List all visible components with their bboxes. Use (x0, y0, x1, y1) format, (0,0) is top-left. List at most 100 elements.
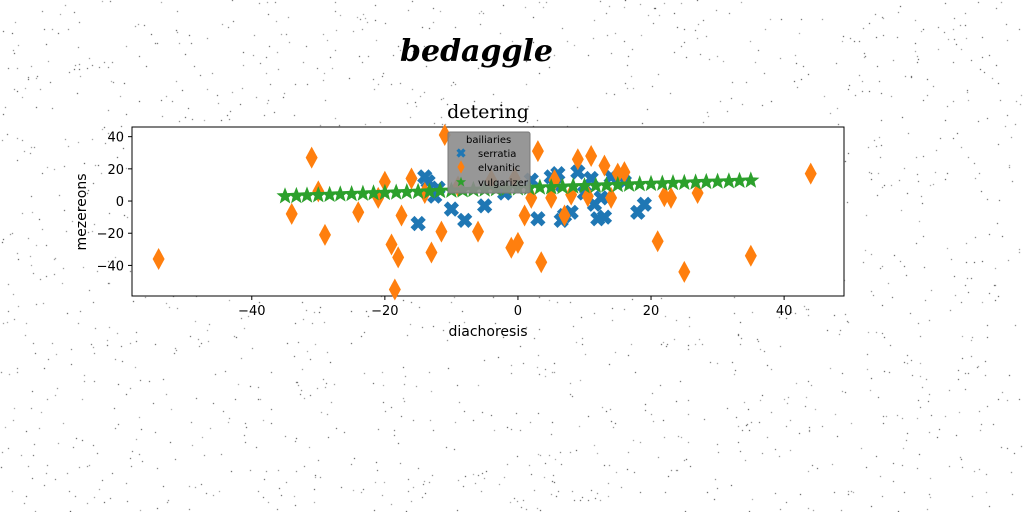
point-elvanitic (535, 251, 548, 274)
legend-box (447, 131, 531, 194)
point-serratia (477, 198, 493, 214)
point-elvanitic (385, 233, 398, 256)
point-vulgarizer (554, 177, 572, 195)
point-vulgarizer (376, 183, 394, 201)
point-elvanitic (425, 241, 438, 264)
y-tick-label: 20 (107, 163, 124, 178)
point-elvanitic (691, 181, 704, 204)
point-elvanitic (571, 148, 584, 171)
point-elvanitic (651, 230, 664, 253)
point-serratia (410, 215, 426, 232)
point-elvanitic (472, 220, 485, 243)
point-elvanitic (152, 247, 165, 270)
point-vulgarizer (664, 174, 682, 191)
point-vulgarizer (287, 186, 305, 204)
point-serratia (596, 209, 613, 225)
point-elvanitic (744, 244, 757, 267)
point-vulgarizer (331, 185, 349, 202)
point-vulgarizer (354, 184, 372, 201)
point-vulgarizer (575, 177, 593, 194)
x-tick-label: −20 (371, 304, 398, 319)
point-serratia (457, 212, 473, 228)
point-vulgarizer (642, 174, 660, 192)
legend-label-vulgarizer: vulgarizer (478, 178, 529, 189)
point-vulgarizer (564, 177, 582, 194)
point-vulgarizer (387, 183, 405, 200)
legend-marker-vulgarizer (455, 176, 467, 187)
legend-marker-serratia (456, 148, 466, 158)
point-elvanitic (558, 204, 571, 227)
legend-marker-elvanitic (457, 160, 465, 174)
point-vulgarizer (276, 187, 294, 204)
point-elvanitic (618, 161, 631, 184)
point-vulgarizer (531, 178, 549, 195)
chart-title: detering (447, 101, 529, 123)
point-serratia (530, 211, 546, 227)
point-elvanitic (598, 154, 611, 177)
x-tick-label: 40 (776, 304, 793, 319)
point-elvanitic (318, 223, 331, 246)
point-vulgarizer (675, 173, 693, 190)
point-elvanitic (531, 140, 544, 163)
y-tick-label: 0 (116, 195, 124, 210)
legend-title: bailiaries (466, 135, 511, 146)
point-vulgarizer (321, 185, 339, 202)
point-serratia (593, 190, 609, 206)
point-vulgarizer (609, 175, 627, 193)
point-vulgarizer (398, 183, 416, 200)
point-vulgarizer (542, 178, 560, 195)
point-elvanitic (804, 162, 817, 185)
point-elvanitic (352, 201, 365, 224)
point-serratia (570, 164, 586, 180)
legend: bailiaries serratia elvanitic vulgarizer (447, 131, 531, 194)
x-axis-label: diachoresis (448, 324, 527, 340)
x-tick-label: 20 (643, 304, 660, 319)
point-vulgarizer (409, 182, 427, 199)
point-vulgarizer (620, 175, 638, 192)
legend-label-elvanitic: elvanitic (478, 163, 520, 174)
point-vulgarizer (631, 175, 649, 192)
point-elvanitic (378, 170, 391, 193)
point-vulgarizer (731, 171, 749, 188)
point-elvanitic (305, 146, 318, 169)
point-serratia (636, 196, 652, 212)
point-elvanitic (664, 186, 677, 209)
point-vulgarizer (597, 176, 615, 193)
point-vulgarizer (298, 186, 316, 203)
point-vulgarizer (742, 171, 760, 188)
point-vulgarizer (709, 172, 727, 189)
point-vulgarizer (343, 185, 361, 202)
point-vulgarizer (687, 173, 705, 190)
point-elvanitic (605, 186, 618, 209)
point-vulgarizer (697, 172, 715, 190)
point-elvanitic (511, 231, 524, 254)
point-elvanitic (285, 202, 298, 225)
y-axis-label: mezereons (74, 173, 90, 250)
x-tick-label: −40 (238, 304, 265, 319)
point-vulgarizer (587, 176, 605, 193)
point-elvanitic (585, 144, 598, 167)
point-vulgarizer (653, 174, 671, 191)
y-tick-label: 40 (107, 131, 124, 146)
legend-label-serratia: serratia (478, 149, 516, 160)
point-vulgarizer (365, 184, 383, 201)
point-serratia (443, 201, 459, 217)
point-elvanitic (435, 220, 448, 243)
point-elvanitic (388, 278, 401, 301)
point-elvanitic (678, 260, 691, 283)
point-vulgarizer (309, 186, 327, 203)
y-tick-label: −40 (97, 259, 124, 274)
point-elvanitic (518, 204, 531, 227)
point-vulgarizer (431, 181, 449, 199)
point-vulgarizer (420, 182, 438, 199)
point-vulgarizer (720, 172, 738, 189)
point-elvanitic (395, 204, 408, 227)
point-elvanitic (581, 185, 594, 208)
point-elvanitic (392, 246, 405, 269)
point-elvanitic (405, 167, 418, 190)
axes: −40 −20 0 20 40 −40 −20 0 20 40 (97, 131, 793, 319)
page-title: bedaggle (400, 34, 553, 69)
x-tick-label: 0 (514, 304, 522, 319)
y-tick-label: −20 (97, 227, 124, 242)
